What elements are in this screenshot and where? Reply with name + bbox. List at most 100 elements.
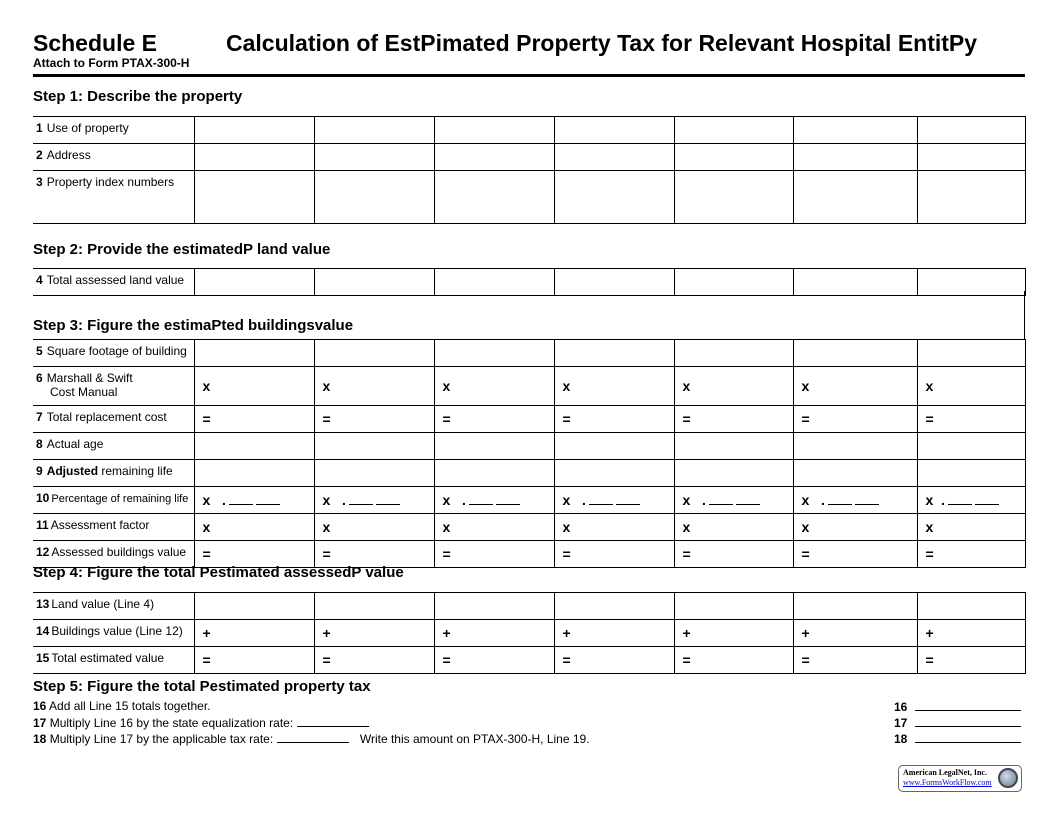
input-cell[interactable] [792,432,918,460]
input-cell[interactable] [313,592,435,620]
input-cell[interactable]: + [916,619,1026,647]
input-cell[interactable]: x [792,366,918,406]
input-cell[interactable]: = [916,646,1026,674]
input-cell[interactable]: = [433,540,555,568]
input-cell[interactable]: = [193,646,315,674]
input-cell[interactable]: x [433,513,555,541]
input-cell[interactable] [193,459,315,487]
logo-url[interactable]: www.FormsWorkFlow.com [903,778,992,787]
input-cell[interactable]: = [553,405,675,433]
input-cell[interactable]: x [673,366,794,406]
input-cell[interactable] [916,339,1026,367]
input-cell[interactable] [193,268,315,296]
input-cell[interactable] [193,592,315,620]
input-cell[interactable] [313,170,435,224]
input-cell[interactable] [553,170,675,224]
input-cell[interactable]: x . [673,486,794,514]
input-cell[interactable]: x . [916,486,1026,514]
input-cell[interactable]: x . [553,486,675,514]
input-cell[interactable] [916,170,1026,224]
input-cell[interactable]: = [193,405,315,433]
input-cell[interactable] [916,592,1026,620]
input-cell[interactable] [433,268,555,296]
input-cell[interactable] [792,339,918,367]
input-cell[interactable] [916,459,1026,487]
input-cell[interactable] [193,116,315,144]
input-cell[interactable]: x [553,513,675,541]
input-cell[interactable]: x [916,513,1026,541]
input-cell[interactable]: = [916,540,1026,568]
input-cell[interactable]: + [673,619,794,647]
input-cell[interactable] [433,432,555,460]
input-cell[interactable]: = [433,646,555,674]
input-cell[interactable] [673,592,794,620]
input-cell[interactable]: = [313,646,435,674]
input-cell[interactable]: = [313,405,435,433]
publisher-logo[interactable]: American LegalNet, Inc. www.FormsWorkFlo… [898,765,1022,792]
input-cell[interactable] [193,339,315,367]
input-cell[interactable] [673,268,794,296]
input-cell[interactable]: x [916,366,1026,406]
input-cell[interactable]: + [553,619,675,647]
input-cell[interactable] [433,116,555,144]
input-cell[interactable] [433,339,555,367]
input-cell[interactable]: x . [433,486,555,514]
input-cell[interactable] [193,143,315,171]
input-cell[interactable] [673,459,794,487]
input-cell[interactable] [433,170,555,224]
input-cell[interactable]: x [313,513,435,541]
input-cell[interactable]: x [553,366,675,406]
input-cell[interactable] [313,116,435,144]
input-cell[interactable]: x [673,513,794,541]
input-cell[interactable] [313,459,435,487]
input-cell[interactable]: x . [792,486,918,514]
line-16-total-field[interactable] [914,699,1021,711]
input-cell[interactable] [673,170,794,224]
input-cell[interactable] [792,170,918,224]
input-cell[interactable]: = [673,405,794,433]
input-cell[interactable]: x . [313,486,435,514]
input-cell[interactable] [553,592,675,620]
input-cell[interactable] [916,268,1026,296]
input-cell[interactable]: = [792,646,918,674]
input-cell[interactable] [792,268,918,296]
input-cell[interactable]: + [433,619,555,647]
input-cell[interactable] [792,459,918,487]
input-cell[interactable]: = [553,540,675,568]
input-cell[interactable] [433,459,555,487]
input-cell[interactable] [916,432,1026,460]
input-cell[interactable] [673,143,794,171]
input-cell[interactable]: = [553,646,675,674]
input-cell[interactable]: = [673,646,794,674]
input-cell[interactable] [433,143,555,171]
input-cell[interactable]: + [313,619,435,647]
input-cell[interactable] [193,170,315,224]
input-cell[interactable] [916,116,1026,144]
input-cell[interactable] [673,432,794,460]
input-cell[interactable]: x [792,513,918,541]
equalization-rate-field[interactable] [296,715,369,727]
input-cell[interactable] [553,116,675,144]
input-cell[interactable] [553,339,675,367]
input-cell[interactable]: = [916,405,1026,433]
input-cell[interactable]: = [792,540,918,568]
input-cell[interactable]: x [313,366,435,406]
input-cell[interactable] [792,592,918,620]
input-cell[interactable]: = [792,405,918,433]
input-cell[interactable] [673,116,794,144]
input-cell[interactable] [313,268,435,296]
input-cell[interactable] [433,592,555,620]
input-cell[interactable]: x [193,513,315,541]
line-17-total-field[interactable] [914,715,1021,727]
input-cell[interactable]: + [792,619,918,647]
input-cell[interactable] [193,432,315,460]
input-cell[interactable]: x . [193,486,315,514]
input-cell[interactable]: = [673,540,794,568]
input-cell[interactable]: = [193,540,315,568]
input-cell[interactable] [916,143,1026,171]
input-cell[interactable]: + [193,619,315,647]
input-cell[interactable] [792,143,918,171]
input-cell[interactable] [313,432,435,460]
tax-rate-field[interactable] [276,731,349,743]
input-cell[interactable] [313,339,435,367]
